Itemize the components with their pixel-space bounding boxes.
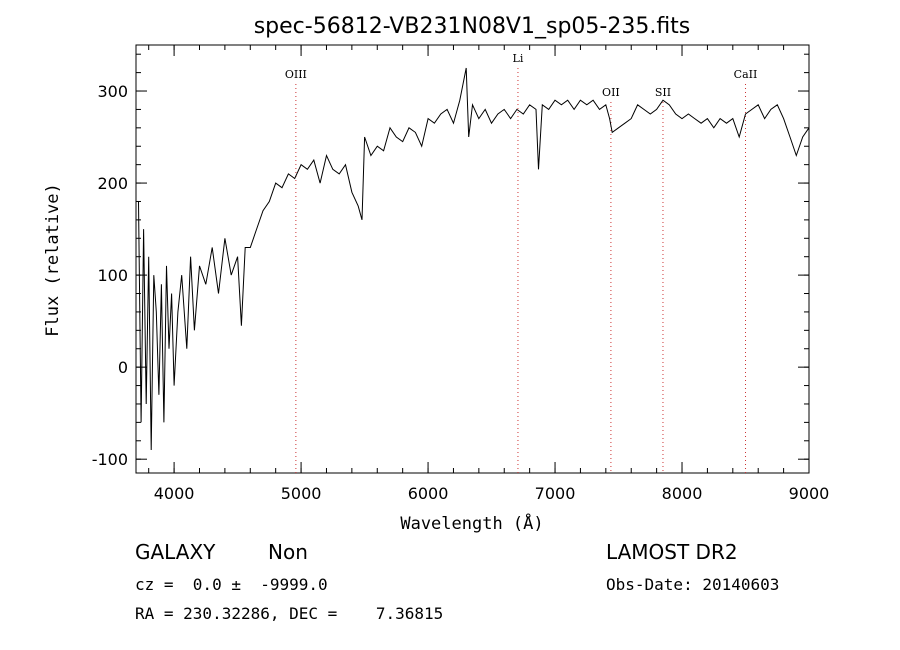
spectrum-series <box>138 67 810 451</box>
y-tick-label: 100 <box>97 266 128 285</box>
x-tick-label: 7000 <box>535 484 576 503</box>
object-class: GALAXY <box>135 540 216 564</box>
marker-label-li: Li <box>513 52 524 65</box>
x-tick-label: 8000 <box>662 484 703 503</box>
marker-label-caii: CaII <box>734 68 758 81</box>
y-tick-label: 200 <box>97 174 128 193</box>
x-tick-label: 6000 <box>408 484 449 503</box>
spectrum-line <box>138 67 810 451</box>
axis-ticks: 4000 5000 6000 7000 8000 9000 -100 0 100 200 300 <box>92 45 830 503</box>
y-tick-label: 0 <box>118 358 128 377</box>
x-tick-label: 4000 <box>154 484 195 503</box>
object-subclass: Non <box>268 540 308 564</box>
emission-line-markers: OIII Li OII SII CaII <box>285 52 758 473</box>
survey-name: LAMOST DR2 <box>606 540 738 564</box>
marker-label-oiii: OIII <box>285 68 307 81</box>
redshift-text: cz = 0.0 ± -9999.0 <box>135 575 328 594</box>
marker-label-sii: SII <box>655 86 671 99</box>
plot-frame <box>135 44 810 474</box>
x-tick-label: 9000 <box>789 484 830 503</box>
chart-title: spec-56812-VB231N08V1_sp05-235.fits <box>254 14 691 39</box>
y-axis-label: Flux (relative) <box>43 183 63 337</box>
x-tick-label: 5000 <box>281 484 322 503</box>
obs-date-text: Obs-Date: 20140603 <box>606 575 780 594</box>
marker-label-oii: OII <box>602 86 620 99</box>
y-tick-label: -100 <box>92 450 128 469</box>
x-axis-label: Wavelength (Å) <box>400 512 543 534</box>
y-tick-label: 300 <box>97 82 128 101</box>
coordinates-text: RA = 230.32286, DEC = 7.36815 <box>135 604 444 623</box>
